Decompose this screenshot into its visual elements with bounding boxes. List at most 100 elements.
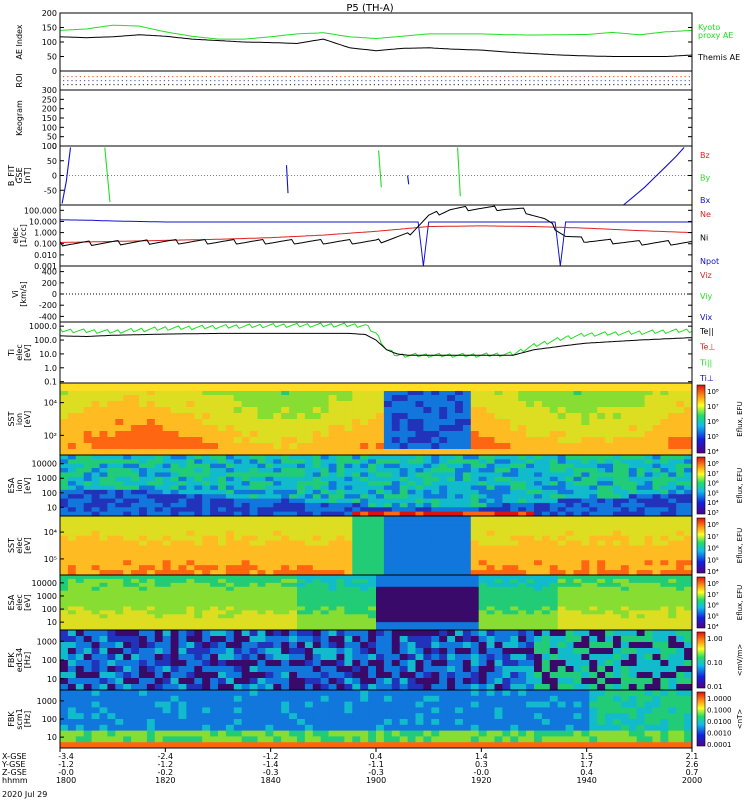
heatmap-cell (660, 443, 669, 450)
heatmap-cell (249, 610, 258, 615)
heatmap-cell (154, 672, 164, 679)
heatmap-cell (526, 540, 535, 546)
heatmap-cell (676, 555, 685, 561)
heatmap-cell (613, 511, 622, 517)
heatmap-cell (225, 407, 235, 414)
heatmap-cell (518, 494, 527, 499)
heatmap-cell (581, 560, 590, 566)
heatmap-cell (391, 590, 401, 596)
heatmap-cell (549, 413, 559, 420)
heatmap-cell (494, 485, 503, 491)
heatmap-cell (597, 520, 606, 527)
heatmap-cell (628, 468, 638, 473)
colorbar-tick: 10⁴ (707, 499, 719, 507)
heatmap-cell (249, 463, 258, 469)
roi-dot (583, 84, 585, 86)
heatmap-cell (91, 463, 100, 469)
heatmap-cell (462, 472, 472, 478)
heatmap-cell (620, 443, 630, 450)
heatmap-cell (470, 578, 480, 584)
roi-dot (294, 76, 296, 78)
heatmap-cell (83, 425, 92, 432)
roi-dot (457, 84, 459, 86)
heatmap-cell (344, 476, 353, 482)
roi-dot (407, 76, 409, 78)
legend-item: Vix (700, 313, 713, 322)
heatmap-cell (510, 413, 519, 420)
heatmap-cell (660, 407, 669, 414)
heatmap-cell (447, 455, 456, 460)
heatmap-cell (470, 582, 480, 588)
heatmap-cell (312, 431, 322, 438)
heatmap-cell (439, 590, 448, 596)
heatmap-cell (470, 511, 480, 517)
heatmap-cell (636, 586, 645, 592)
heatmap-cell (565, 598, 574, 603)
heatmap-cell (249, 586, 258, 592)
heatmap-cell (233, 401, 243, 408)
heatmap-cell (518, 413, 527, 420)
heatmap-cell (186, 502, 195, 508)
roi-dot (516, 76, 518, 78)
heatmap-cell (91, 389, 100, 396)
heatmap-cell (233, 485, 243, 491)
heatmap-cell (115, 498, 124, 504)
heatmap-cell (676, 622, 685, 627)
roi-dot (663, 80, 665, 82)
heatmap-cell (218, 511, 227, 517)
colorbar-tick: 10⁷ (707, 470, 719, 478)
heatmap-cell (684, 401, 693, 408)
heatmap-cell (407, 598, 416, 603)
roi-dot (478, 76, 480, 78)
heatmap-cell (676, 463, 685, 469)
heatmap-cell (660, 575, 669, 580)
heatmap-cell (91, 570, 100, 576)
heatmap-cell (273, 594, 282, 599)
heatmap-cell (652, 555, 661, 561)
heatmap-cell (99, 610, 108, 615)
roi-dot (302, 84, 304, 86)
heatmap-cell (210, 606, 219, 611)
heatmap-cell (320, 516, 329, 522)
heatmap-cell (107, 516, 116, 522)
heatmap-cell (541, 511, 551, 517)
roi-dot (210, 76, 212, 78)
heatmap-cell (67, 437, 77, 444)
heatmap-cell (312, 590, 322, 596)
heatmap-cell (376, 626, 385, 631)
heatmap-cell (581, 618, 590, 623)
heatmap-cell (123, 516, 132, 522)
roi-dot (193, 76, 195, 78)
heatmap-cell (320, 586, 329, 592)
heatmap-cell (668, 476, 677, 482)
heatmap-cell (75, 485, 85, 491)
heatmap-cell (115, 666, 124, 673)
heatmap-cell (391, 407, 401, 414)
heatmap-cell (565, 407, 574, 414)
heatmap-cell (233, 578, 243, 584)
heatmap-cell (660, 618, 669, 623)
heatmap-cell (391, 494, 401, 499)
heatmap-cell (60, 622, 69, 627)
heatmap-cell (83, 575, 92, 580)
heatmap-cell (297, 419, 306, 426)
heatmap-cell (526, 413, 535, 420)
heatmap-cell (123, 481, 132, 486)
heatmap-cell (494, 498, 503, 504)
roi-dot (344, 84, 346, 86)
heatmap-cell (273, 535, 282, 541)
heatmap-cell (99, 459, 108, 465)
heatmap-cell (684, 565, 693, 571)
heatmap-cell (644, 413, 653, 420)
heatmap-cell (368, 555, 377, 561)
heatmap-cell (281, 425, 290, 432)
heatmap-cell (257, 520, 266, 527)
heatmap-cell (652, 606, 661, 611)
heatmap-cell (194, 545, 203, 551)
roi-dot (264, 84, 266, 86)
heatmap-cell (60, 459, 69, 465)
heatmap-cell (202, 614, 211, 619)
roi-dot (256, 76, 258, 78)
heatmap-cell (518, 511, 527, 517)
heatmap-cell (565, 463, 574, 469)
